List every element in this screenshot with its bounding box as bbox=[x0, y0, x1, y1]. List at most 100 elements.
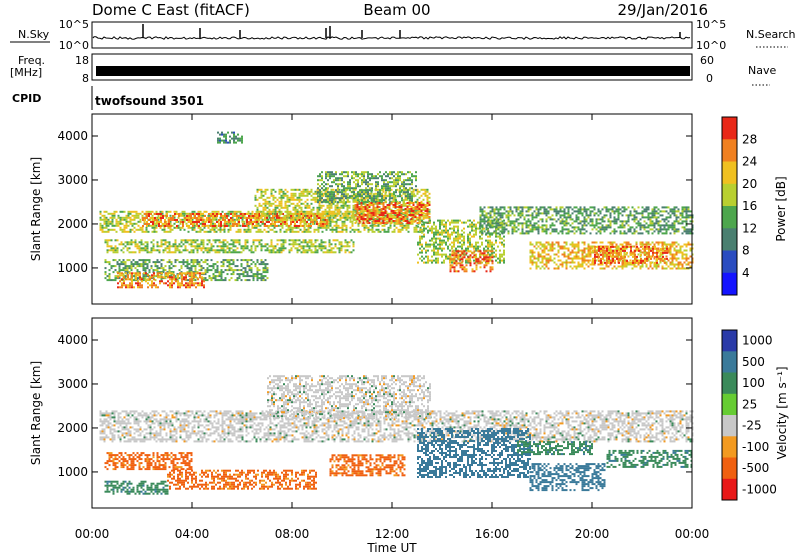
range-cell bbox=[437, 249, 439, 252]
range-cell bbox=[409, 177, 411, 180]
range-cell bbox=[200, 219, 202, 221]
range-cell bbox=[254, 218, 257, 221]
range-cell bbox=[537, 224, 540, 227]
range-cell bbox=[195, 224, 198, 227]
range-cell bbox=[129, 218, 132, 221]
range-cell bbox=[376, 210, 379, 212]
range-cell bbox=[168, 245, 171, 248]
range-cell bbox=[244, 245, 247, 248]
range-cell bbox=[365, 195, 367, 198]
range-cell bbox=[137, 274, 139, 277]
range-cell bbox=[362, 202, 365, 205]
range-cell bbox=[320, 212, 323, 215]
range-cell bbox=[236, 223, 238, 225]
range-cell bbox=[425, 261, 427, 264]
range-cell bbox=[125, 286, 127, 289]
range-cell bbox=[182, 225, 184, 227]
range-cell bbox=[178, 277, 181, 280]
range-cell bbox=[333, 224, 336, 227]
range-cell bbox=[551, 224, 554, 227]
range-cell bbox=[107, 228, 110, 231]
range-cell bbox=[389, 197, 391, 200]
range-cell bbox=[413, 195, 415, 198]
range-cell bbox=[392, 210, 395, 212]
range-cell bbox=[435, 253, 437, 256]
range-cell bbox=[346, 218, 349, 221]
range-cell bbox=[222, 279, 225, 282]
range-cell bbox=[426, 204, 429, 207]
range-cell bbox=[499, 218, 502, 221]
range-cell bbox=[300, 194, 303, 197]
range-cell bbox=[495, 255, 497, 258]
range-cell bbox=[333, 179, 335, 182]
range-cell bbox=[270, 218, 273, 221]
range-cell bbox=[157, 274, 159, 277]
range-cell bbox=[113, 228, 116, 231]
range-cell bbox=[519, 206, 522, 209]
range-cell bbox=[121, 216, 124, 219]
range-cell bbox=[459, 237, 461, 240]
range-cell bbox=[184, 249, 187, 252]
range-cell bbox=[298, 245, 301, 248]
range-cell bbox=[260, 188, 263, 191]
range-cell bbox=[325, 199, 327, 202]
range-cell bbox=[409, 179, 411, 182]
range-cell bbox=[471, 235, 473, 238]
range-cell bbox=[236, 279, 239, 282]
range-cell bbox=[374, 222, 377, 224]
range-cell bbox=[208, 241, 211, 244]
range-cell bbox=[187, 272, 189, 275]
range-cell bbox=[539, 208, 542, 211]
range-cell bbox=[525, 210, 528, 213]
range-cell bbox=[296, 243, 299, 246]
range-cell bbox=[194, 221, 196, 223]
range-cell bbox=[282, 196, 285, 199]
range-cell bbox=[322, 212, 325, 215]
range-cell bbox=[463, 241, 465, 244]
range-cell bbox=[152, 249, 155, 252]
range-cell bbox=[146, 273, 149, 276]
range-cell bbox=[477, 250, 480, 253]
range-cell bbox=[224, 249, 227, 252]
range-cell bbox=[479, 216, 482, 219]
range-cell bbox=[409, 171, 411, 174]
range-cell bbox=[361, 181, 363, 184]
range-cell bbox=[264, 218, 267, 221]
range-cell bbox=[266, 243, 269, 246]
range-cell bbox=[260, 263, 263, 266]
range-cell bbox=[166, 261, 169, 264]
range-cell bbox=[264, 265, 267, 268]
range-cell bbox=[329, 173, 331, 176]
range-cell bbox=[437, 251, 439, 254]
range-cell bbox=[467, 233, 469, 236]
range-cell bbox=[424, 204, 427, 206]
range-cell bbox=[189, 226, 192, 229]
range-cell bbox=[276, 225, 278, 227]
range-cell bbox=[493, 243, 495, 246]
range-cell bbox=[163, 282, 165, 285]
range-cell bbox=[424, 214, 427, 217]
range-cell bbox=[139, 284, 141, 287]
range-cell bbox=[166, 247, 169, 250]
range-cell bbox=[379, 193, 381, 196]
range-cell bbox=[339, 199, 341, 202]
range-cell bbox=[137, 216, 140, 219]
range-cell bbox=[374, 208, 377, 210]
range-cell bbox=[463, 254, 466, 257]
range-cell bbox=[265, 230, 268, 233]
range-cell bbox=[388, 204, 391, 206]
range-cell bbox=[122, 279, 125, 282]
range-cell bbox=[337, 226, 340, 229]
range-cell bbox=[407, 189, 409, 192]
range-cell bbox=[154, 269, 157, 272]
range-cell bbox=[453, 266, 456, 269]
range-cell bbox=[148, 213, 150, 215]
range-cell bbox=[174, 265, 177, 268]
range-cell bbox=[499, 259, 501, 262]
range-cell bbox=[171, 286, 173, 289]
range-cell bbox=[156, 259, 159, 262]
range-cell bbox=[298, 200, 301, 203]
range-cell bbox=[198, 221, 200, 223]
range-cell bbox=[274, 221, 276, 223]
range-cell bbox=[393, 195, 395, 198]
